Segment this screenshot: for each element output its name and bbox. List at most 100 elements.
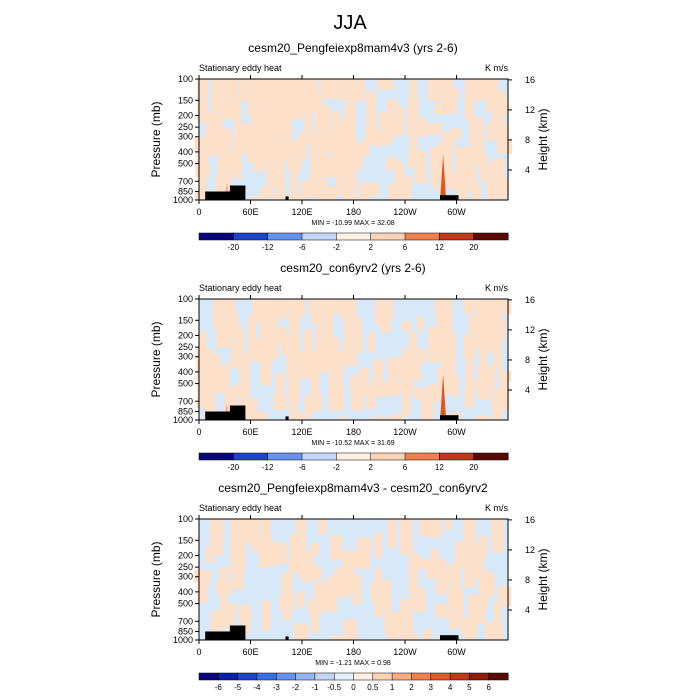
warm-patch bbox=[324, 317, 334, 336]
y-tick-label: 700 bbox=[178, 396, 193, 406]
warm-patch bbox=[451, 88, 460, 98]
warm-patch bbox=[226, 617, 236, 627]
warm-patch bbox=[352, 317, 362, 334]
terrain-block bbox=[285, 196, 289, 200]
warm-patch bbox=[428, 383, 441, 403]
colorbar-box bbox=[198, 232, 234, 241]
colorbar-box bbox=[404, 232, 440, 241]
colorbar-box bbox=[469, 672, 490, 681]
colorbar-box bbox=[198, 672, 219, 681]
warm-patch bbox=[309, 355, 321, 373]
warm-patch bbox=[471, 335, 482, 348]
warm-patch bbox=[313, 129, 331, 154]
warm-patch bbox=[443, 79, 454, 95]
warm-patch bbox=[329, 534, 342, 561]
warm-patch bbox=[377, 299, 393, 319]
warm-patch bbox=[399, 519, 413, 544]
warm-patch bbox=[416, 316, 424, 330]
warm-patch bbox=[331, 111, 341, 125]
warm-patch bbox=[194, 569, 211, 584]
colorbar-box bbox=[295, 672, 316, 681]
warm-patch bbox=[444, 299, 453, 333]
terrain-block bbox=[205, 191, 243, 200]
terrain-block bbox=[440, 635, 459, 640]
left-string: Stationary eddy heat bbox=[199, 503, 282, 513]
warm-patch bbox=[211, 98, 222, 125]
warm-patch bbox=[357, 537, 371, 558]
warm-patch bbox=[444, 519, 452, 531]
warm-patch bbox=[376, 79, 394, 90]
warm-patch bbox=[321, 186, 337, 200]
warm-patch bbox=[250, 540, 268, 552]
warm-patch bbox=[310, 159, 320, 174]
warm-patch bbox=[500, 126, 509, 140]
x-tick-label: 180 bbox=[346, 207, 361, 217]
warm-patch bbox=[196, 150, 209, 165]
panel-title: cesm20_con6yrv2 (yrs 2-6) bbox=[280, 261, 425, 275]
warm-patch bbox=[444, 153, 453, 187]
warm-patch bbox=[287, 334, 300, 352]
colorbar-label: -12 bbox=[262, 243, 274, 252]
warm-patch bbox=[275, 151, 284, 174]
page-title: JJA bbox=[333, 12, 367, 34]
warm-patch bbox=[435, 603, 448, 619]
y-tick-right-label: 4 bbox=[525, 605, 530, 615]
warm-patch bbox=[449, 562, 461, 589]
warm-patch bbox=[267, 335, 279, 360]
warm-patch bbox=[475, 415, 491, 420]
terrain-block bbox=[205, 631, 243, 640]
warm-patch bbox=[247, 317, 256, 343]
warm-patch bbox=[491, 103, 504, 121]
warm-patch bbox=[414, 150, 426, 172]
warm-patch bbox=[434, 299, 449, 311]
warm-patch bbox=[399, 609, 414, 633]
y-tick-label: 200 bbox=[178, 550, 193, 560]
colorbar-box bbox=[336, 452, 372, 461]
warm-patch bbox=[427, 519, 442, 537]
colorbar-label: -4 bbox=[253, 683, 261, 692]
colorbar-box bbox=[233, 232, 269, 241]
warm-patch bbox=[448, 614, 463, 629]
y-tick-label: 850 bbox=[178, 626, 193, 636]
x-tick-label: 120W bbox=[393, 647, 417, 657]
colorbar-label: -5 bbox=[234, 683, 242, 692]
warm-patch bbox=[485, 365, 495, 390]
warm-patch bbox=[289, 401, 298, 420]
warm-patch bbox=[401, 187, 412, 200]
warm-patch bbox=[278, 594, 295, 611]
warm-patch bbox=[310, 615, 320, 633]
panel-2: cesm20_con6yrv2 (yrs 2-6) Stationary eddy… bbox=[149, 261, 550, 472]
warm-patch bbox=[253, 144, 265, 172]
warm-patch bbox=[239, 368, 250, 394]
warm-patch bbox=[198, 331, 207, 348]
y-tick-right-label: 12 bbox=[525, 105, 535, 115]
warm-patch bbox=[414, 588, 426, 612]
warm-patch bbox=[332, 153, 340, 165]
warm-patch bbox=[409, 79, 418, 98]
warm-patch bbox=[311, 79, 319, 95]
y-tick-right-label: 12 bbox=[525, 545, 535, 555]
warm-patch bbox=[484, 163, 497, 179]
warm-patch bbox=[316, 299, 327, 329]
warm-patch bbox=[238, 605, 252, 621]
warm-patch bbox=[239, 352, 250, 369]
warm-patch bbox=[310, 543, 320, 555]
x-tick-label: 0 bbox=[196, 207, 201, 217]
warm-patch bbox=[209, 519, 224, 531]
warm-patch bbox=[271, 193, 288, 200]
warm-patch bbox=[342, 619, 358, 640]
colorbar-label: 4 bbox=[448, 683, 453, 692]
colorbar-label: 20 bbox=[469, 463, 478, 472]
warm-patch bbox=[273, 395, 287, 410]
y-tick-right-label: 4 bbox=[525, 165, 530, 175]
x-tick-label: 60W bbox=[447, 427, 466, 437]
x-tick-label: 120W bbox=[393, 207, 417, 217]
colorbar-label: 12 bbox=[435, 243, 444, 252]
terrain-block bbox=[229, 405, 246, 420]
hot-spike bbox=[440, 374, 447, 420]
colorbar-label: 6 bbox=[486, 683, 491, 692]
warm-patch bbox=[231, 570, 244, 590]
warm-patch bbox=[197, 378, 209, 408]
warm-patch bbox=[205, 113, 214, 136]
terrain-block bbox=[440, 415, 459, 420]
